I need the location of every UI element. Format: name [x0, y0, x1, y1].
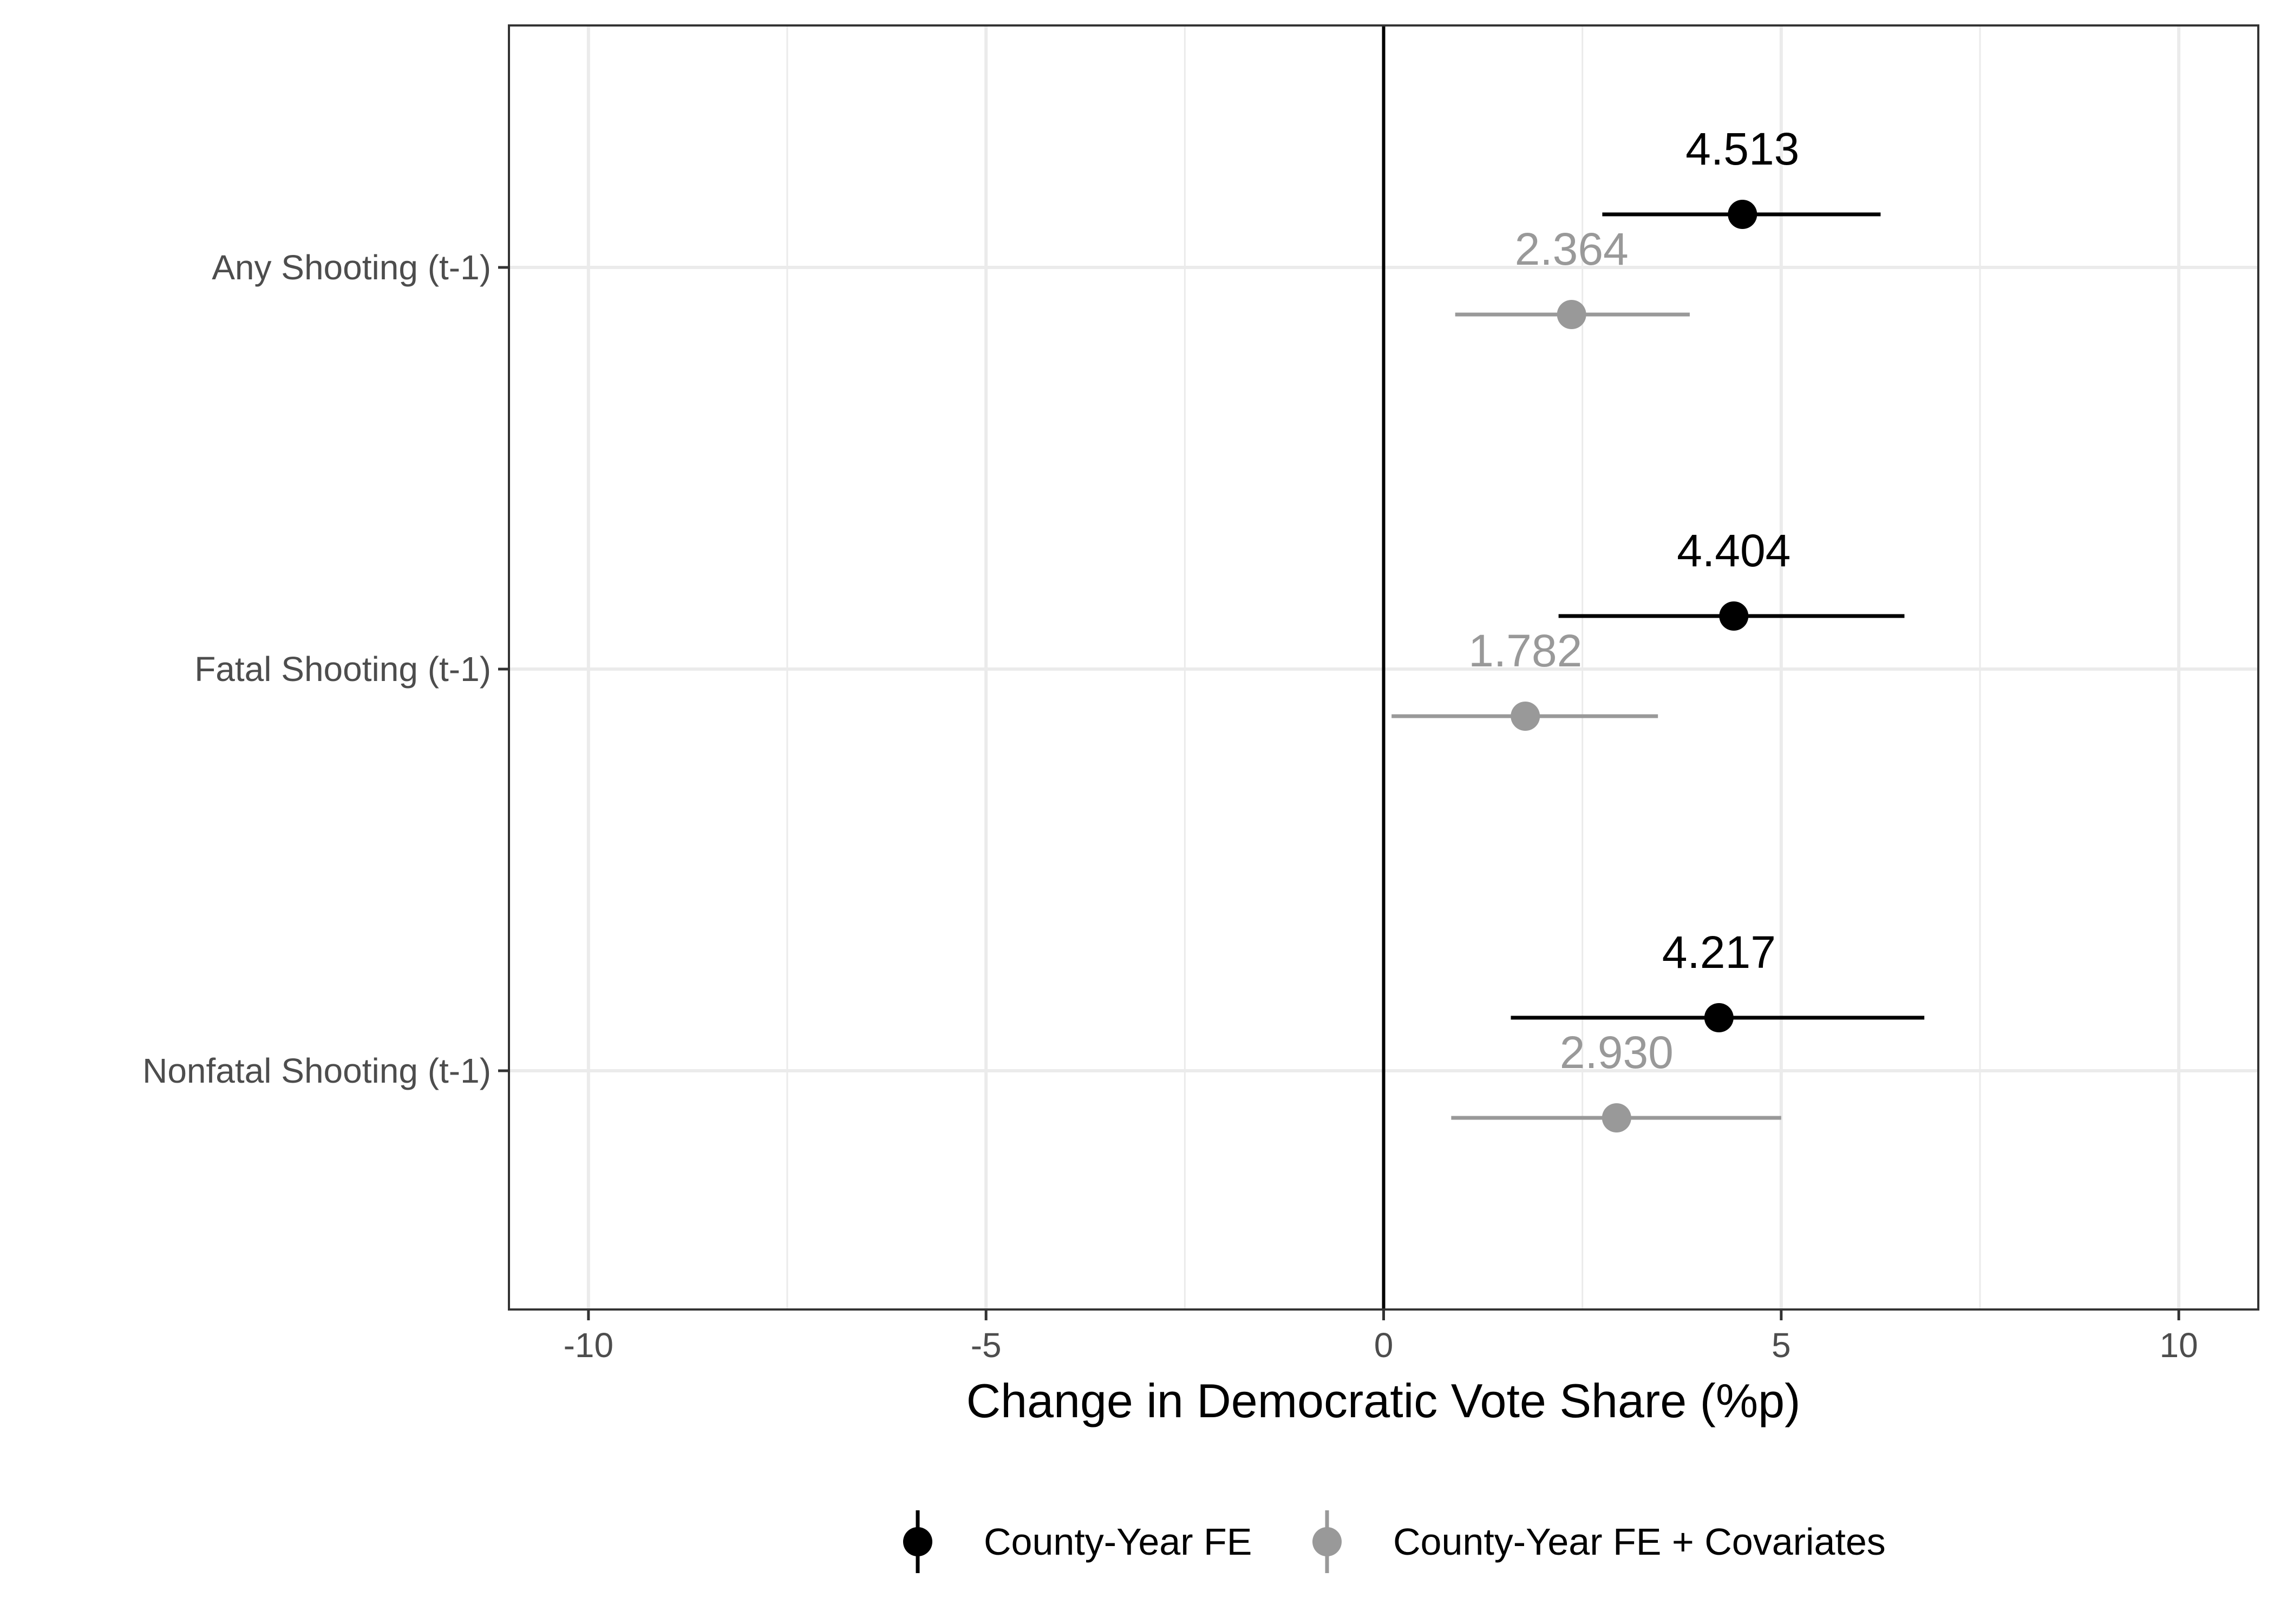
legend: County-Year FE County-Year FE + Covariate…	[903, 1510, 1886, 1573]
legend-label: County-Year FE	[984, 1521, 1252, 1563]
y-tick-label: Nonfatal Shooting (t-1)	[142, 1051, 491, 1090]
point-estimate	[1728, 200, 1757, 229]
data-label: 1.782	[1468, 625, 1582, 676]
x-tick-label: 5	[1772, 1326, 1791, 1365]
data-label: 4.404	[1677, 525, 1791, 576]
point-estimate	[1602, 1103, 1631, 1132]
data-marks: 4.513 4.404 4.217 2.364 1.782 2.930	[1391, 123, 1925, 1132]
x-axis: -10 -5 0 5 10	[564, 1309, 2198, 1365]
y-tick-label: Fatal Shooting (t-1)	[194, 650, 491, 689]
data-label: 4.513	[1685, 123, 1799, 174]
point-estimate	[1704, 1003, 1734, 1032]
x-tick-label: -10	[564, 1326, 614, 1365]
data-label: 2.364	[1515, 224, 1629, 274]
y-tick-label: Any Shooting (t-1)	[212, 248, 491, 287]
x-tick-label: -5	[971, 1326, 1002, 1365]
legend-key-point	[1312, 1527, 1342, 1556]
x-tick-label: 10	[2160, 1326, 2198, 1365]
x-axis-title: Change in Democratic Vote Share (%p)	[966, 1374, 1801, 1427]
data-label: 4.217	[1662, 927, 1776, 978]
legend-label: County-Year FE + Covariates	[1393, 1521, 1886, 1563]
x-tick-label: 0	[1374, 1326, 1394, 1365]
data-label: 2.930	[1560, 1027, 1674, 1078]
point-estimate	[1511, 702, 1540, 731]
point-estimate	[1557, 300, 1586, 329]
legend-key-point	[903, 1527, 932, 1556]
point-estimate	[1719, 601, 1749, 631]
y-axis: Any Shooting (t-1) Fatal Shooting (t-1) No…	[142, 248, 509, 1090]
